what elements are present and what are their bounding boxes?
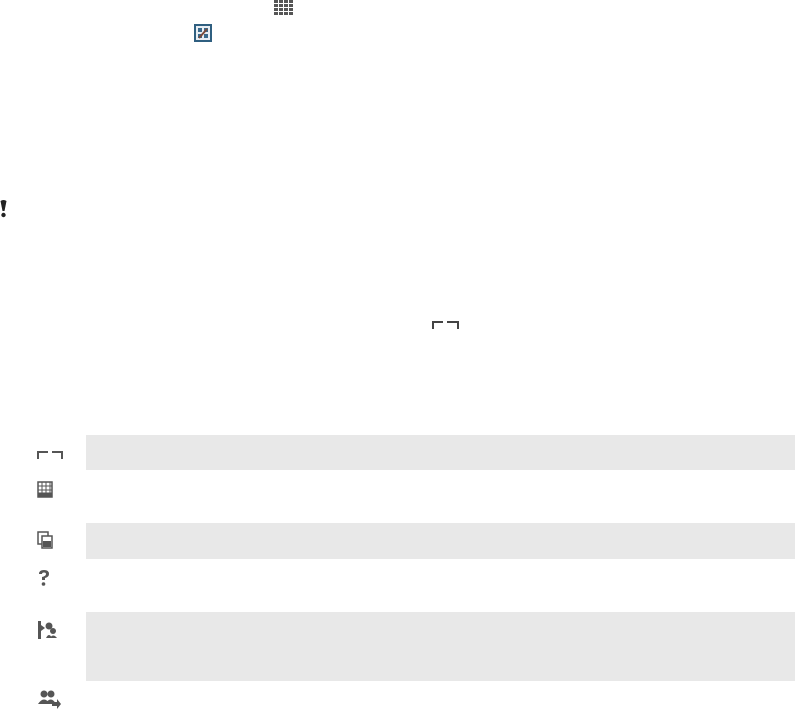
recent-apps-bracket-icon bbox=[432, 321, 459, 329]
contacts-share-icon bbox=[38, 690, 61, 709]
settings-app-icon bbox=[194, 24, 212, 42]
table-row bbox=[86, 612, 795, 681]
calendar-grid-icon bbox=[37, 481, 53, 498]
table-row bbox=[86, 559, 795, 612]
table-row bbox=[86, 470, 795, 523]
table-row bbox=[86, 435, 795, 470]
recent-apps-bracket-icon bbox=[37, 451, 63, 459]
table-row bbox=[86, 523, 795, 559]
table-row bbox=[86, 681, 795, 719]
copy-documents-icon bbox=[37, 531, 53, 549]
warning-exclamation-icon bbox=[0, 200, 7, 218]
help-question-icon bbox=[39, 570, 49, 586]
apps-grid-icon bbox=[274, 0, 293, 15]
contact-settings-icon bbox=[38, 621, 57, 639]
